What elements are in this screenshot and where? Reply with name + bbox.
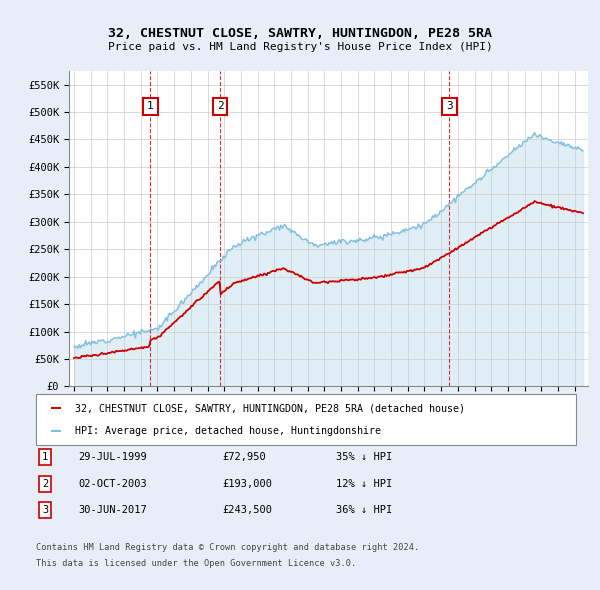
Text: £243,500: £243,500 [222, 506, 272, 515]
Text: 32, CHESTNUT CLOSE, SAWTRY, HUNTINGDON, PE28 5RA (detached house): 32, CHESTNUT CLOSE, SAWTRY, HUNTINGDON, … [75, 403, 465, 413]
Text: 2: 2 [217, 101, 223, 112]
Text: 2: 2 [42, 479, 48, 489]
Text: —: — [51, 399, 61, 417]
Text: 02-OCT-2003: 02-OCT-2003 [78, 479, 147, 489]
Text: Contains HM Land Registry data © Crown copyright and database right 2024.: Contains HM Land Registry data © Crown c… [36, 543, 419, 552]
Text: £72,950: £72,950 [222, 453, 266, 462]
Text: 3: 3 [42, 506, 48, 515]
Text: 1: 1 [42, 453, 48, 462]
Text: 30-JUN-2017: 30-JUN-2017 [78, 506, 147, 515]
Text: 29-JUL-1999: 29-JUL-1999 [78, 453, 147, 462]
Text: 3: 3 [446, 101, 453, 112]
Text: £193,000: £193,000 [222, 479, 272, 489]
Text: This data is licensed under the Open Government Licence v3.0.: This data is licensed under the Open Gov… [36, 559, 356, 568]
Text: 1: 1 [147, 101, 154, 112]
Text: 35% ↓ HPI: 35% ↓ HPI [336, 453, 392, 462]
Text: Price paid vs. HM Land Registry's House Price Index (HPI): Price paid vs. HM Land Registry's House … [107, 42, 493, 53]
Text: HPI: Average price, detached house, Huntingdonshire: HPI: Average price, detached house, Hunt… [75, 426, 381, 436]
Text: 36% ↓ HPI: 36% ↓ HPI [336, 506, 392, 515]
Text: 12% ↓ HPI: 12% ↓ HPI [336, 479, 392, 489]
Text: 32, CHESTNUT CLOSE, SAWTRY, HUNTINGDON, PE28 5RA: 32, CHESTNUT CLOSE, SAWTRY, HUNTINGDON, … [108, 27, 492, 40]
Text: —: — [51, 422, 61, 440]
